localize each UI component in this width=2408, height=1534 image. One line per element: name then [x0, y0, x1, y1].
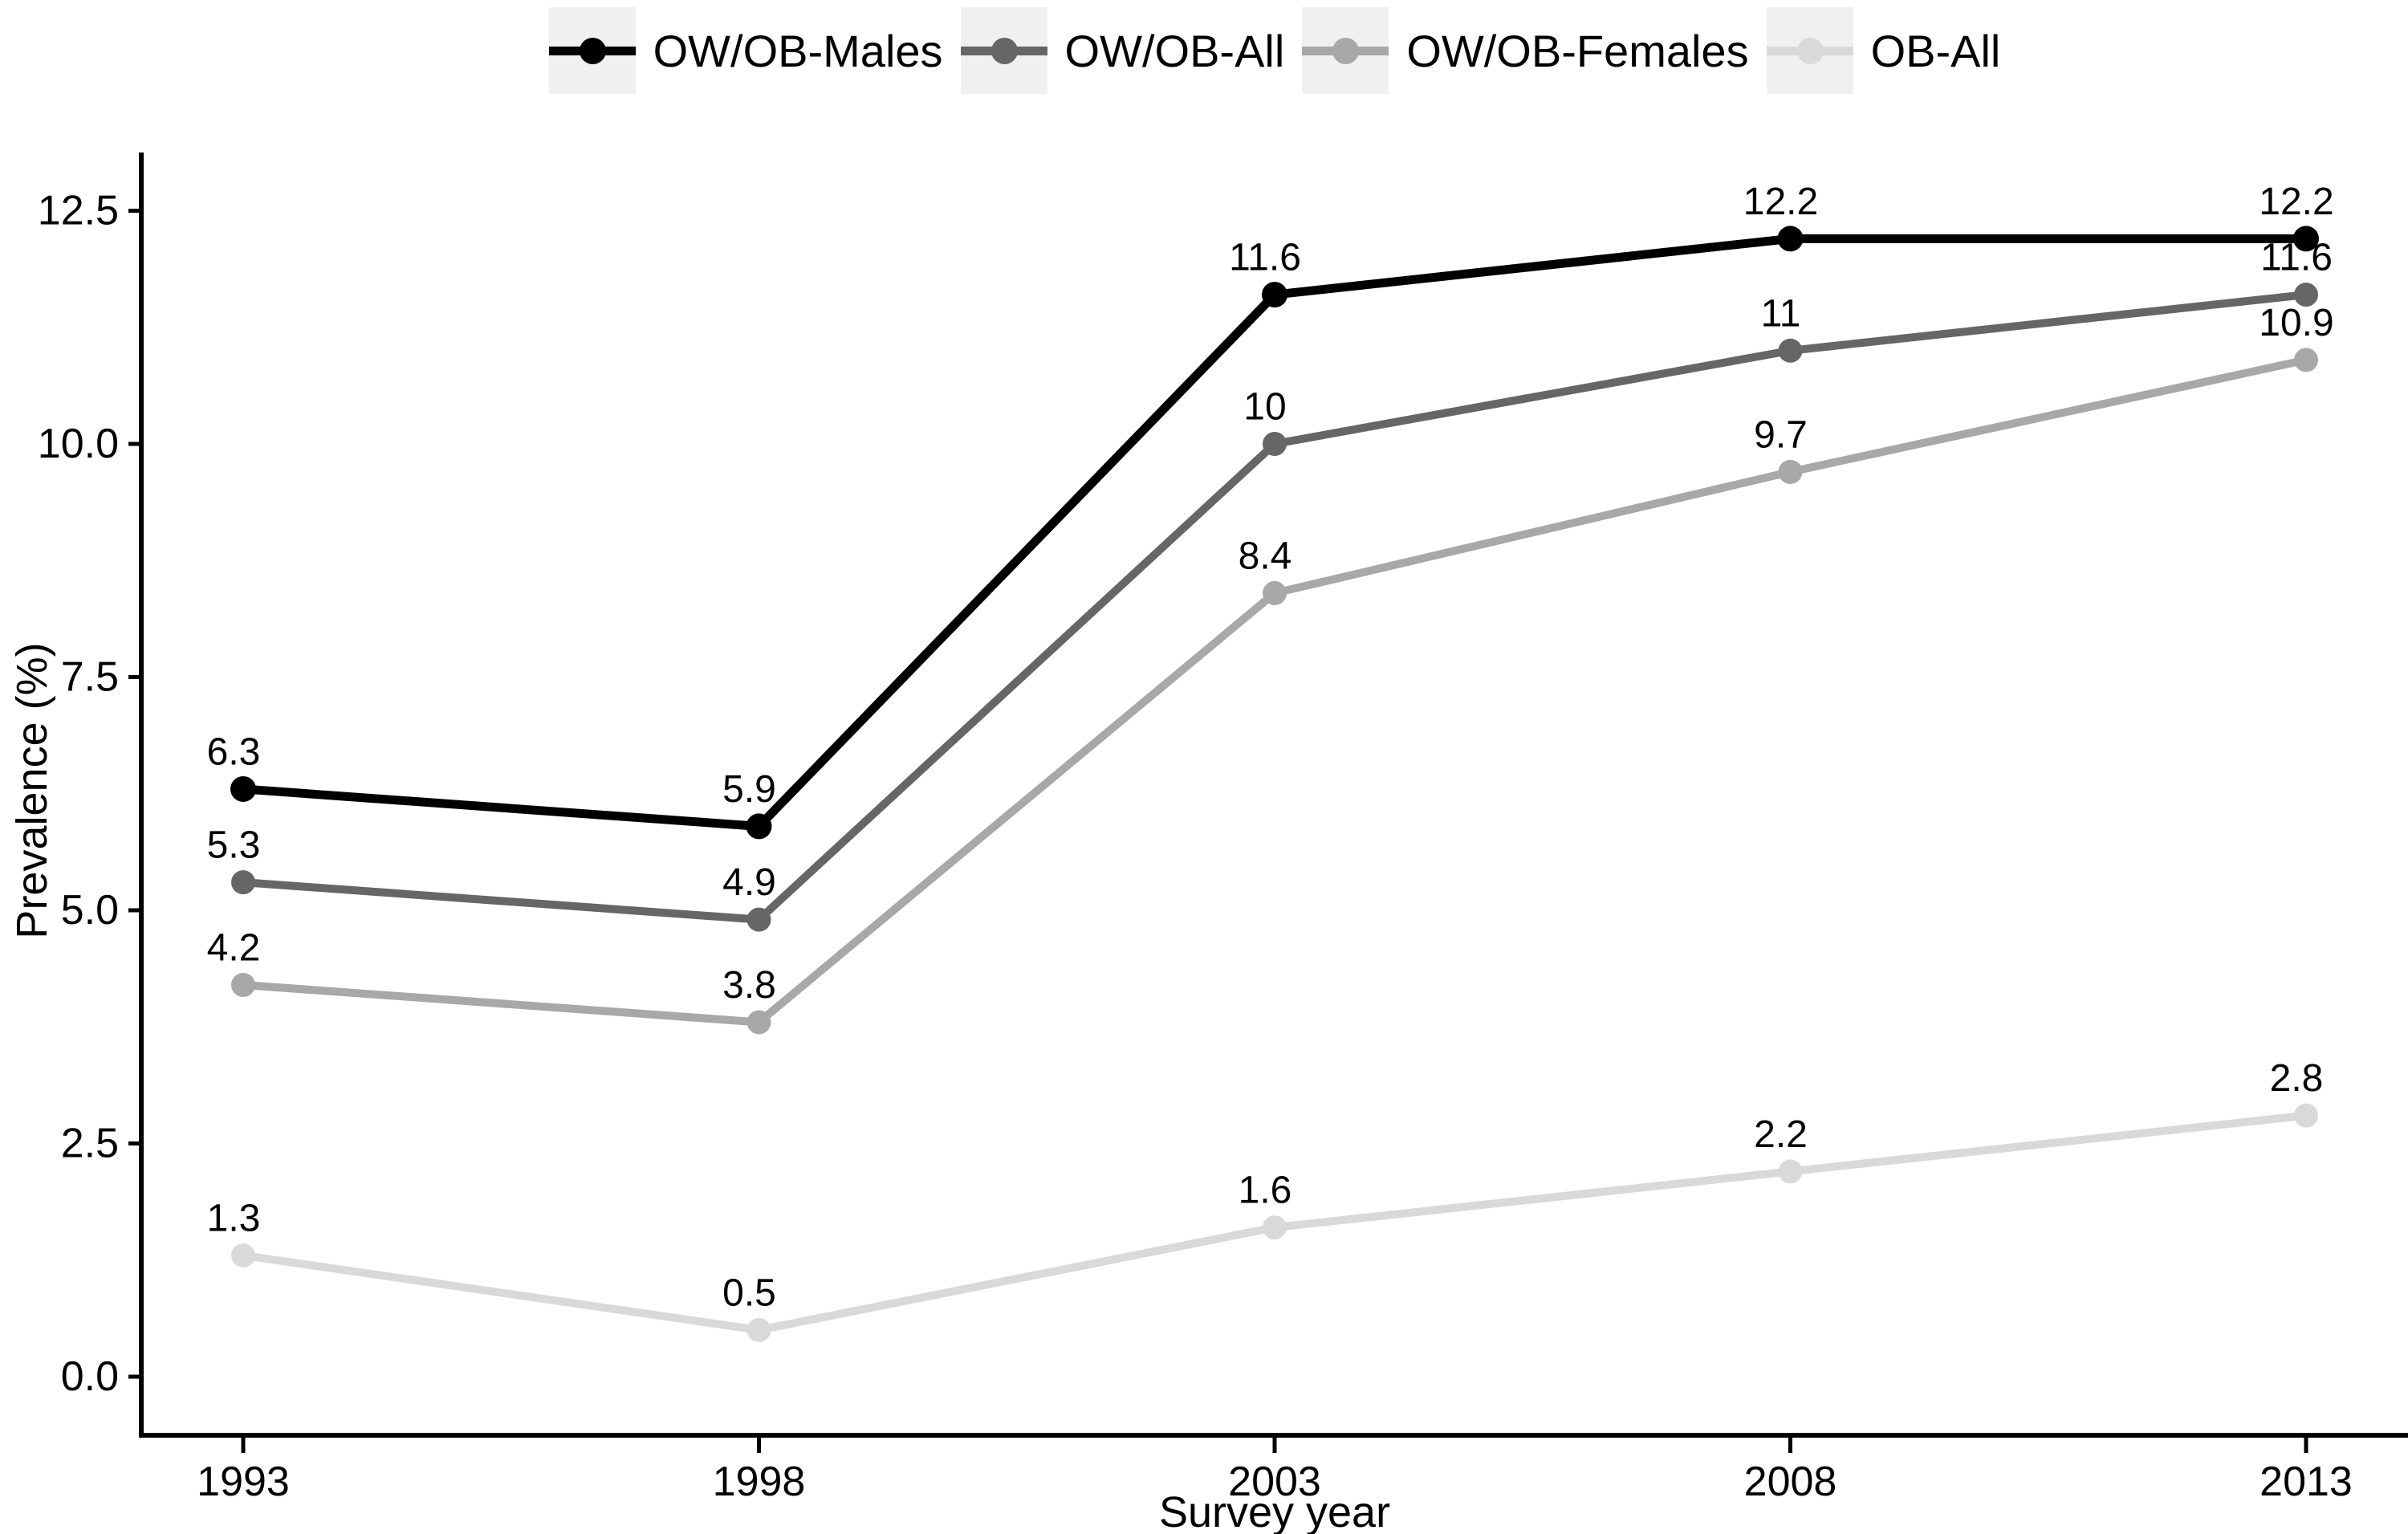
series-point-ow-ob-all-2013	[2294, 283, 2318, 307]
point-label-ow-ob-females-2013: 10.9	[2259, 302, 2333, 344]
legend-key-icon	[960, 7, 1047, 94]
point-label-ow-ob-females-1998: 3.8	[722, 964, 776, 1007]
x-axis-tick-label-2003: 2003	[1228, 1459, 1321, 1505]
legend-key-icon	[1766, 7, 1853, 94]
point-label-ow-ob-all-1993: 5.3	[207, 824, 261, 867]
point-label-ow-ob-males-2008: 12.2	[1743, 181, 1818, 223]
y-axis-title: Prevalence (%)	[8, 642, 56, 938]
series-point-ob-all-1998	[746, 1317, 771, 1342]
series-point-ow-ob-all-1998	[746, 907, 771, 932]
legend-item-label: OW/OB-Males	[653, 25, 943, 76]
series-point-ow-ob-males-1998	[746, 813, 772, 840]
y-axis-tick-label-0.0: 0.0	[61, 1353, 119, 1400]
point-label-ow-ob-females-1993: 4.2	[207, 926, 261, 969]
series-point-ow-ob-females-2008	[1778, 459, 1803, 484]
point-label-ow-ob-males-1998: 5.9	[722, 768, 776, 811]
series-point-ow-ob-all-2003	[1263, 432, 1287, 456]
point-label-ow-ob-all-2003: 10	[1243, 386, 1286, 429]
series-point-ow-ob-males-2013	[2293, 226, 2319, 252]
legend-key-dot	[990, 38, 1018, 64]
point-label-ow-ob-all-2008: 11	[1761, 292, 1801, 335]
series-point-ow-ob-females-2013	[2294, 348, 2318, 372]
series-point-ow-ob-males-1993	[230, 775, 256, 802]
legend-key-dot	[1332, 38, 1360, 64]
x-axis-title: Survey year	[1159, 1488, 1390, 1534]
point-label-ob-all-2013: 2.8	[2270, 1057, 2324, 1100]
chart-legend: OW/OB-Males OW/OB-All OW/OB-Females OB-All	[141, 3, 2408, 98]
legend-item-ow-ob-all: OW/OB-All	[960, 7, 1285, 94]
point-label-ow-ob-females-2003: 8.4	[1239, 535, 1292, 577]
point-label-ow-ob-males-1993: 6.3	[207, 730, 261, 773]
y-axis-tick-label-7.5: 7.5	[61, 654, 119, 701]
series-point-ob-all-1993	[231, 1243, 255, 1267]
series-point-ob-all-2008	[1778, 1159, 1803, 1184]
series-point-ow-ob-all-1993	[231, 870, 255, 895]
point-label-ow-ob-all-1998: 4.9	[722, 861, 776, 904]
series-point-ow-ob-males-2003	[1262, 282, 1287, 308]
x-axis-tick-label-2013: 2013	[2260, 1459, 2353, 1505]
series-point-ow-ob-females-2003	[1263, 580, 1287, 605]
legend-key-dot	[1796, 38, 1824, 64]
legend-item-ow-ob-females: OW/OB-Females	[1302, 7, 1749, 94]
y-axis-tick-label-5.0: 5.0	[61, 887, 119, 934]
legend-item-label: OW/OB-Females	[1406, 25, 1749, 76]
series-point-ow-ob-males-2008	[1777, 226, 1804, 252]
series-point-ow-ob-females-1993	[231, 972, 255, 997]
y-axis-tick-label-2.5: 2.5	[61, 1121, 119, 1167]
point-label-ow-ob-females-2008: 9.7	[1754, 413, 1808, 456]
x-axis-tick-label-2008: 2008	[1744, 1459, 1837, 1505]
point-label-ow-ob-all-2013: 11.6	[2260, 237, 2333, 279]
x-axis-tick-label-1993: 1993	[197, 1459, 290, 1505]
series-point-ow-ob-all-2008	[1778, 338, 1803, 363]
legend-item-label: OW/OB-All	[1064, 25, 1285, 76]
legend-item-ob-all: OB-All	[1766, 7, 2001, 94]
legend-item-label: OB-All	[1870, 25, 2001, 76]
y-axis-tick-label-10.0: 10.0	[38, 421, 119, 467]
point-label-ob-all-1998: 0.5	[722, 1272, 776, 1314]
series-line-ow-ob-females	[242, 356, 2308, 1027]
series-point-ob-all-2013	[2294, 1103, 2318, 1128]
series-point-ow-ob-females-1998	[746, 1010, 771, 1035]
legend-key-icon	[548, 7, 636, 94]
legend-key-icon	[1302, 7, 1389, 94]
legend-key-dot	[579, 38, 606, 64]
series-point-ob-all-2003	[1263, 1215, 1287, 1240]
point-label-ob-all-2008: 2.2	[1754, 1113, 1808, 1156]
y-axis-tick-label-12.5: 12.5	[38, 188, 119, 234]
x-axis-tick-label-1998: 1998	[713, 1459, 806, 1505]
point-label-ob-all-2003: 1.6	[1239, 1170, 1292, 1212]
point-label-ow-ob-males-2003: 11.6	[1229, 237, 1301, 279]
legend-item-ow-ob-males: OW/OB-Males	[548, 7, 943, 94]
point-label-ob-all-1993: 1.3	[207, 1197, 261, 1239]
point-label-ow-ob-males-2013: 12.2	[2259, 181, 2333, 223]
